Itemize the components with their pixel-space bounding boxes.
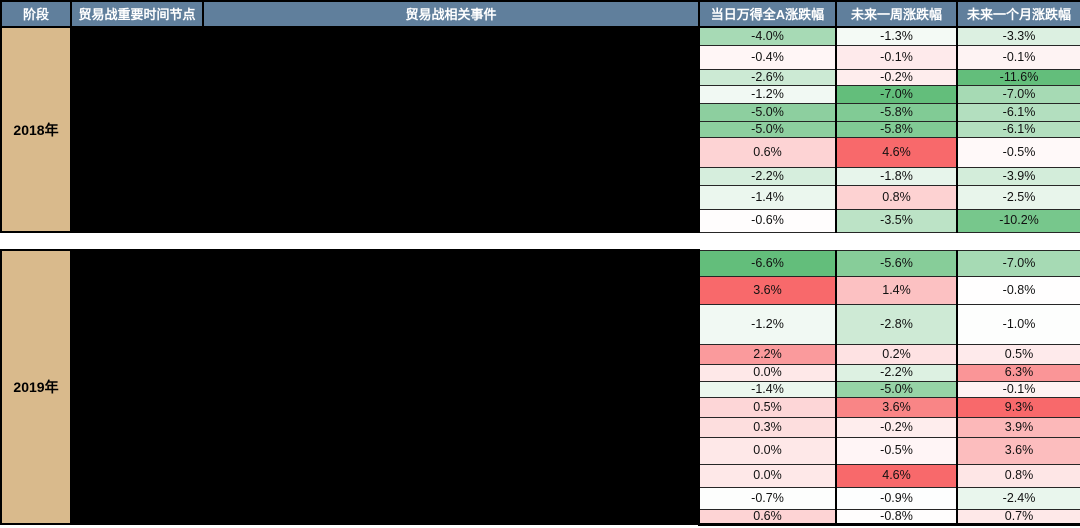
pct-cell: -0.5%: [956, 136, 1080, 168]
pct-cell: -3.9%: [956, 166, 1080, 186]
section-separator: [1, 232, 1080, 250]
pct-cell: -0.1%: [956, 380, 1080, 398]
pct-cell: -0.4%: [698, 44, 837, 70]
pct-cell: -1.0%: [956, 303, 1080, 345]
pct-cell: 0.6%: [698, 508, 837, 526]
pct-cell: -7.0%: [956, 249, 1080, 277]
pct-cell: -6.1%: [956, 120, 1080, 138]
pct-cell: 6.3%: [956, 363, 1080, 382]
pct-cell: -1.2%: [698, 303, 837, 345]
column-header-week-change: 未来一周涨跌幅: [835, 0, 958, 28]
pct-cell: 3.9%: [956, 416, 1080, 438]
pct-cell: -5.0%: [698, 102, 837, 122]
column-header-events: 贸易战相关事件: [202, 0, 700, 28]
pct-cell: -0.2%: [835, 68, 958, 86]
pct-cell: -2.8%: [835, 303, 958, 345]
pct-cell: 0.0%: [698, 436, 837, 465]
pct-cell: -0.9%: [835, 486, 958, 510]
redacted-events-cell: [202, 249, 700, 525]
data-row: 0.6% -0.8% 0.7%: [1, 508, 1080, 526]
data-row: -5.0% -5.8% -6.1%: [1, 120, 1080, 138]
pct-cell: 3.6%: [835, 396, 958, 418]
pct-cell: -0.5%: [835, 436, 958, 465]
data-row: 0.3% -0.2% 3.9%: [1, 416, 1080, 438]
pct-cell: -0.7%: [698, 486, 837, 510]
pct-cell: -2.4%: [956, 486, 1080, 510]
pct-cell: 0.5%: [698, 396, 837, 418]
header-row: 阶段 贸易战重要时间节点 贸易战相关事件 当日万得全A涨跌幅 未来一周涨跌幅 未来一个月涨…: [0, 0, 1080, 28]
data-row: 0.0% 4.6% 0.8%: [1, 463, 1080, 488]
pct-cell: -3.5%: [835, 208, 958, 233]
pct-cell: -1.4%: [698, 184, 837, 210]
pct-cell: -11.6%: [956, 68, 1080, 86]
pct-cell: -6.1%: [956, 102, 1080, 122]
pct-cell: -5.0%: [698, 120, 837, 138]
pct-cell: 0.0%: [698, 463, 837, 488]
data-row: 0.0% -0.5% 3.6%: [1, 436, 1080, 465]
pct-cell: -5.6%: [835, 249, 958, 277]
pct-cell: 2.2%: [698, 343, 837, 365]
data-row: 0.5% 3.6% 9.3%: [1, 396, 1080, 418]
data-row: 0.6% 4.6% -0.5%: [1, 136, 1080, 168]
pct-cell: -1.2%: [698, 84, 837, 104]
pct-cell: 0.3%: [698, 416, 837, 438]
pct-cell: -2.2%: [698, 166, 837, 186]
redacted-timeline-cell: [70, 249, 204, 525]
pct-cell: -2.6%: [698, 68, 837, 86]
pct-cell: -7.0%: [956, 84, 1080, 104]
pct-cell: 0.2%: [835, 343, 958, 365]
pct-cell: -7.0%: [835, 84, 958, 104]
pct-cell: 0.6%: [698, 136, 837, 168]
pct-cell: -0.2%: [835, 416, 958, 438]
pct-cell: -3.3%: [956, 26, 1080, 46]
redacted-timeline-cell: [70, 26, 204, 233]
pct-cell: -2.2%: [835, 363, 958, 382]
data-row: 2018年 -4.0% -1.3% -3.3%: [0, 26, 1080, 233]
column-header-month-change: 未来一个月涨跌幅: [956, 0, 1080, 28]
pct-cell: 4.6%: [835, 463, 958, 488]
pct-cell: -6.6%: [698, 249, 837, 277]
pct-cell: 1.4%: [835, 275, 958, 305]
pct-cell: 0.8%: [835, 184, 958, 210]
pct-cell: -5.8%: [835, 102, 958, 122]
column-header-day-change: 当日万得全A涨跌幅: [698, 0, 837, 28]
pct-cell: -1.4%: [698, 380, 837, 398]
pct-cell: 3.6%: [956, 436, 1080, 465]
column-header-stage: 阶段: [0, 0, 72, 28]
data-row: -5.0% -5.8% -6.1%: [1, 102, 1080, 122]
data-row: -0.6% -3.5% -10.2%: [1, 208, 1080, 233]
pct-cell: -4.0%: [698, 26, 837, 46]
data-row: -0.7% -0.9% -2.4%: [1, 486, 1080, 510]
stage-cell: 2019年: [0, 249, 72, 525]
data-row: 2019年 -6.6% -5.6% -7.0%: [0, 249, 1080, 525]
data-row: -1.4% -5.0% -0.1%: [1, 380, 1080, 398]
pct-cell: 9.3%: [956, 396, 1080, 418]
pct-cell: 0.7%: [956, 508, 1080, 526]
pct-cell: -10.2%: [956, 208, 1080, 233]
pct-cell: -0.8%: [956, 275, 1080, 305]
pct-cell: -5.0%: [835, 380, 958, 398]
pct-cell: -5.8%: [835, 120, 958, 138]
column-header-timeline: 贸易战重要时间节点: [70, 0, 204, 28]
data-row: -2.6% -0.2% -11.6%: [1, 68, 1080, 86]
pct-cell: 3.6%: [698, 275, 837, 305]
pct-cell: -0.8%: [835, 508, 958, 526]
redacted-events-cell: [202, 26, 700, 233]
pct-cell: -0.1%: [835, 44, 958, 70]
data-row: -0.4% -0.1% -0.1%: [1, 44, 1080, 70]
pct-cell: 0.8%: [956, 463, 1080, 488]
data-row: -1.2% -7.0% -7.0%: [1, 84, 1080, 104]
pct-cell: -0.1%: [956, 44, 1080, 70]
pct-cell: -1.3%: [835, 26, 958, 46]
pct-cell: 4.6%: [835, 136, 958, 168]
pct-cell: -0.6%: [698, 208, 837, 233]
pct-cell: -1.8%: [835, 166, 958, 186]
data-row: 2.2% 0.2% 0.5%: [1, 343, 1080, 365]
pct-cell: 0.5%: [956, 343, 1080, 365]
pct-cell: 0.0%: [698, 363, 837, 382]
stage-cell: 2018年: [0, 26, 72, 233]
pct-cell: -2.5%: [956, 184, 1080, 210]
